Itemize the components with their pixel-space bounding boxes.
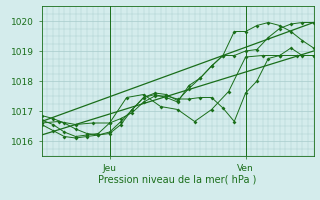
X-axis label: Pression niveau de la mer( hPa ): Pression niveau de la mer( hPa ): [99, 174, 257, 184]
